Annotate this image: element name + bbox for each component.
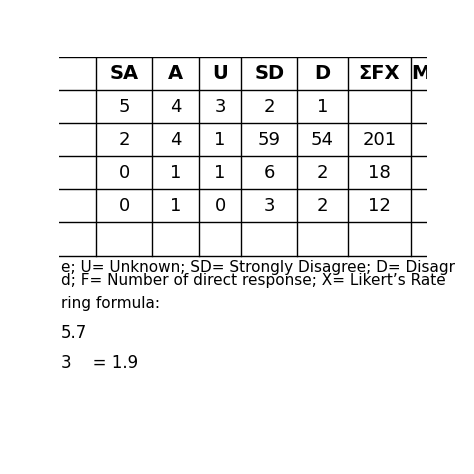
Text: 1: 1: [170, 197, 181, 215]
Text: 2: 2: [317, 197, 328, 215]
Text: SD: SD: [254, 64, 284, 83]
Text: A: A: [168, 64, 183, 83]
Text: e; U= Unknown; SD= Strongly Disagree; D= Disagr: e; U= Unknown; SD= Strongly Disagree; D=…: [61, 260, 455, 275]
Text: 2: 2: [317, 164, 328, 182]
Text: 3: 3: [214, 98, 226, 116]
Text: 5.7: 5.7: [428, 230, 457, 248]
Text: MEAN: MEAN: [411, 64, 474, 83]
Text: 12: 12: [368, 197, 391, 215]
Text: 0: 0: [214, 197, 226, 215]
Text: 4: 4: [170, 131, 181, 149]
Text: D: D: [314, 64, 330, 83]
Text: 4: 4: [170, 98, 181, 116]
Text: U: U: [212, 64, 228, 83]
Text: SA: SA: [110, 64, 139, 83]
Text: 2.0: 2.0: [428, 197, 457, 215]
Text: 1: 1: [214, 131, 226, 149]
Text: 201: 201: [362, 131, 396, 149]
Text: 5.7: 5.7: [61, 324, 87, 342]
Text: 2.2: 2.2: [428, 164, 457, 182]
Text: 5: 5: [118, 98, 130, 116]
Text: ring formula:: ring formula:: [61, 296, 160, 311]
Text: 18: 18: [368, 164, 391, 182]
Text: 1: 1: [317, 98, 328, 116]
Text: 1: 1: [170, 164, 181, 182]
Text: d; F= Number of direct response; X= Likert’s Rate: d; F= Number of direct response; X= Like…: [61, 273, 446, 288]
Text: 3    = 1.9: 3 = 1.9: [61, 355, 138, 373]
Text: 1: 1: [214, 164, 226, 182]
Text: ΣFX: ΣFX: [358, 64, 400, 83]
Text: 2: 2: [118, 131, 130, 149]
Text: 1.7: 1.7: [428, 131, 457, 149]
Text: 3: 3: [264, 197, 275, 215]
Text: 0: 0: [118, 197, 130, 215]
Text: 0: 0: [118, 164, 130, 182]
Text: 6: 6: [264, 164, 275, 182]
Text: 54: 54: [311, 131, 334, 149]
Text: 59: 59: [258, 131, 281, 149]
Text: 2: 2: [264, 98, 275, 116]
